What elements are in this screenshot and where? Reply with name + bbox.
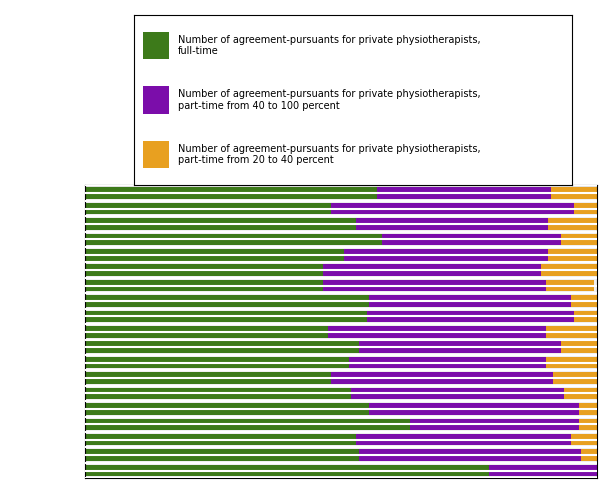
Text: Number of agreement-pursuants for private physiotherapists,
part-time from 20 to: Number of agreement-pursuants for privat… bbox=[178, 144, 481, 165]
FancyBboxPatch shape bbox=[143, 86, 169, 114]
Bar bbox=[356, 218, 548, 230]
Bar bbox=[579, 419, 597, 430]
Bar bbox=[369, 403, 579, 415]
Bar bbox=[351, 387, 563, 399]
Bar bbox=[349, 357, 546, 368]
Bar bbox=[563, 387, 597, 399]
Bar bbox=[85, 387, 351, 399]
Bar bbox=[85, 218, 356, 230]
Bar bbox=[369, 295, 571, 307]
Bar bbox=[331, 203, 574, 214]
Bar bbox=[356, 434, 571, 446]
Bar bbox=[85, 326, 328, 338]
Bar bbox=[367, 311, 574, 322]
Bar bbox=[579, 403, 597, 415]
Bar bbox=[85, 295, 369, 307]
Bar bbox=[548, 218, 597, 230]
Bar bbox=[571, 434, 597, 446]
Bar bbox=[331, 372, 554, 384]
Bar bbox=[551, 187, 597, 199]
Bar bbox=[574, 311, 597, 322]
Bar bbox=[85, 357, 349, 368]
Bar bbox=[546, 357, 597, 368]
Bar bbox=[561, 342, 597, 353]
FancyBboxPatch shape bbox=[143, 32, 169, 59]
Bar bbox=[85, 465, 490, 476]
Text: Number of agreement-pursuants for private physiotherapists,
part-time from 40 to: Number of agreement-pursuants for privat… bbox=[178, 89, 481, 111]
FancyBboxPatch shape bbox=[143, 141, 169, 168]
Text: Number of agreement-pursuants for private physiotherapists,
full-time: Number of agreement-pursuants for privat… bbox=[178, 35, 481, 56]
Bar bbox=[382, 234, 561, 245]
Bar bbox=[85, 449, 359, 461]
Bar bbox=[85, 434, 356, 446]
Bar bbox=[546, 280, 594, 291]
Bar bbox=[490, 465, 597, 476]
Bar bbox=[582, 449, 597, 461]
Bar bbox=[548, 249, 597, 261]
Bar bbox=[554, 372, 597, 384]
Bar bbox=[328, 326, 546, 338]
Bar bbox=[85, 249, 343, 261]
Bar bbox=[85, 419, 410, 430]
Bar bbox=[571, 295, 597, 307]
Bar bbox=[85, 403, 369, 415]
Bar bbox=[85, 234, 382, 245]
Bar bbox=[85, 264, 323, 276]
Bar bbox=[561, 234, 597, 245]
Bar bbox=[359, 449, 582, 461]
Bar bbox=[541, 264, 597, 276]
Bar bbox=[85, 342, 359, 353]
Bar bbox=[410, 419, 579, 430]
Bar bbox=[574, 203, 597, 214]
Bar bbox=[323, 280, 546, 291]
Bar bbox=[343, 249, 548, 261]
Bar bbox=[546, 326, 597, 338]
Bar bbox=[377, 187, 551, 199]
Bar bbox=[85, 311, 367, 322]
Bar bbox=[359, 342, 561, 353]
Bar bbox=[85, 280, 323, 291]
Bar bbox=[85, 187, 377, 199]
Bar bbox=[323, 264, 541, 276]
Bar bbox=[85, 372, 331, 384]
Bar bbox=[85, 203, 331, 214]
